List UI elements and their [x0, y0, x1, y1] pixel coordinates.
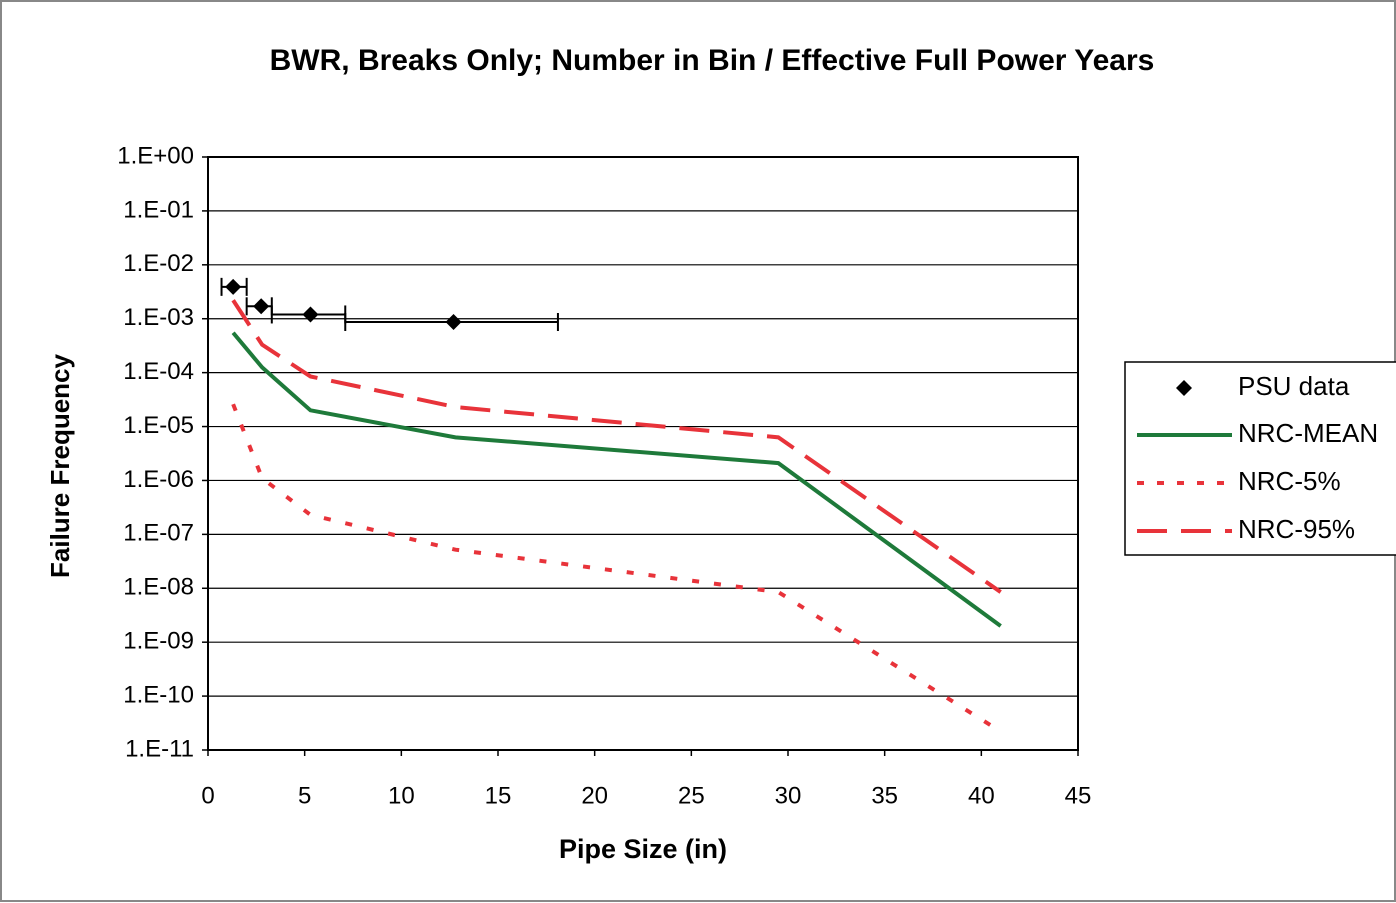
- x-tick-label: 45: [1065, 782, 1092, 809]
- data-point: [225, 278, 242, 295]
- legend-label: NRC-MEAN: [1238, 418, 1378, 448]
- x-tick-label: 0: [201, 782, 214, 809]
- y-tick-label: 1.E-04: [123, 358, 194, 385]
- y-tick-label: 1.E+00: [117, 142, 194, 169]
- series-line: [231, 403, 1002, 734]
- y-tick-label: 1.E-08: [123, 574, 194, 601]
- data-point: [302, 306, 319, 323]
- y-tick-label: 1.E-09: [123, 628, 194, 655]
- x-tick-label: 30: [775, 782, 802, 809]
- x-tick-label: 5: [298, 782, 311, 809]
- legend-label: NRC-95%: [1238, 514, 1355, 544]
- legend-label: NRC-5%: [1238, 466, 1341, 496]
- legend-label: PSU data: [1238, 371, 1350, 401]
- y-tick-label: 1.E-01: [123, 196, 194, 223]
- x-axis-label: Pipe Size (in): [559, 834, 727, 864]
- y-tick-label: 1.E-05: [123, 412, 194, 439]
- data-point: [253, 298, 270, 315]
- x-tick-label: 10: [388, 782, 415, 809]
- y-tick-label: 1.E-02: [123, 250, 194, 277]
- y-tick-label: 1.E-03: [123, 304, 194, 331]
- y-tick-label: 1.E-06: [123, 466, 194, 493]
- y-axis-label: Failure Frequency: [45, 353, 75, 577]
- plot-area: [207, 156, 1079, 751]
- x-tick-label: 20: [581, 782, 608, 809]
- x-tick-label: 25: [678, 782, 705, 809]
- legend-box: [1124, 361, 1396, 556]
- series-line: [231, 299, 1002, 594]
- series-line: [231, 331, 1002, 628]
- x-tick-label: 15: [485, 782, 512, 809]
- y-tick-label: 1.E-07: [123, 520, 194, 547]
- x-tick-label: 40: [968, 782, 995, 809]
- chart-title: BWR, Breaks Only; Number in Bin / Effect…: [270, 44, 1155, 77]
- legend-marker: [1176, 380, 1192, 396]
- y-tick-label: 1.E-11: [125, 735, 194, 762]
- x-tick-label: 35: [871, 782, 898, 809]
- data-point: [445, 313, 462, 330]
- y-tick-label: 1.E-10: [123, 681, 194, 708]
